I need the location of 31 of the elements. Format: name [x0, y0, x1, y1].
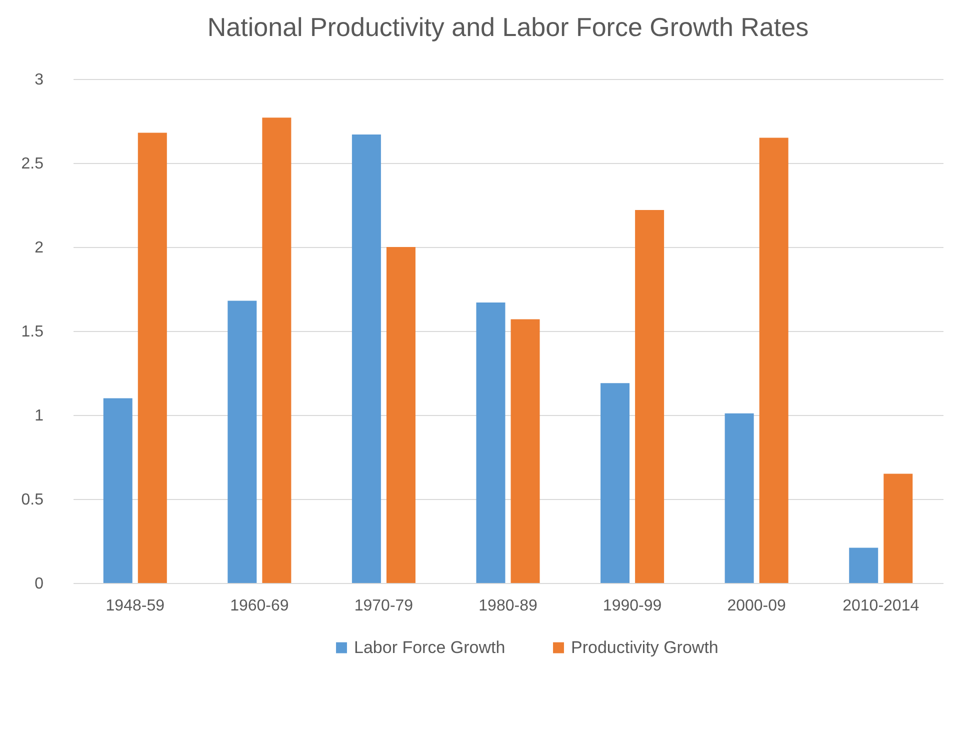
- x-tick-label: 2000-09: [727, 598, 786, 614]
- x-tick-label: 1960-69: [230, 598, 289, 614]
- bar: [510, 319, 540, 583]
- y-tick-label: 3: [34, 72, 44, 88]
- y-tick-label: 2.5: [21, 156, 44, 172]
- y-tick-label: 1: [34, 408, 44, 424]
- y-tick-label: 0.5: [21, 492, 44, 508]
- bar: [386, 247, 416, 583]
- legend-label: Labor Force Growth: [354, 638, 506, 657]
- bar: [352, 134, 381, 583]
- bar: [635, 210, 664, 583]
- bar: [476, 302, 506, 583]
- bar: [228, 300, 257, 583]
- x-tick-label: 1980-89: [478, 598, 538, 614]
- x-tick-label: 1948-59: [106, 598, 165, 614]
- bar: [759, 138, 788, 583]
- bar: [103, 398, 132, 583]
- y-tick-label: 1.5: [21, 324, 44, 340]
- x-tick-label: 1970-79: [354, 598, 414, 614]
- chart-title: National Productivity and Labor Force Growth Rates: [207, 12, 809, 42]
- y-tick-label: 0: [34, 576, 44, 592]
- legend-label: Productivity Growth: [571, 638, 718, 657]
- bar: [600, 383, 630, 583]
- bar: [884, 474, 913, 583]
- bar: [262, 118, 292, 583]
- bar: [138, 132, 167, 583]
- y-tick-label: 2: [34, 240, 44, 256]
- bar: [849, 548, 878, 583]
- x-tick-label: 1990-99: [602, 598, 662, 614]
- x-tick-label: 2010-2014: [842, 598, 920, 614]
- bar: [724, 413, 754, 583]
